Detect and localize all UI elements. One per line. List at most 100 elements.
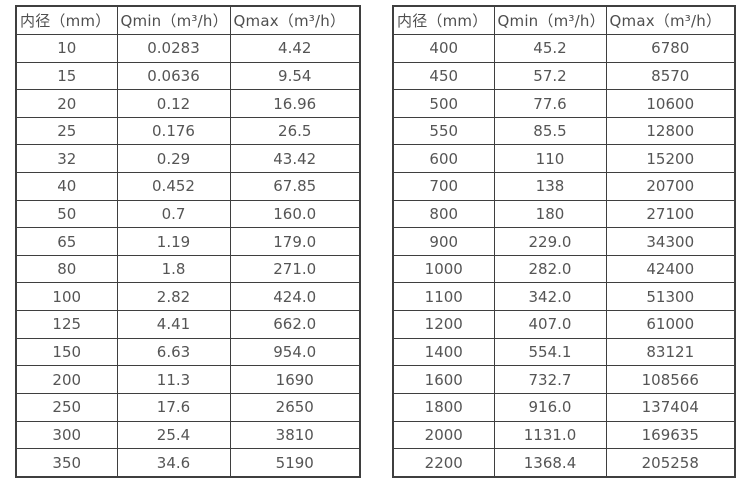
table-cell: 1400 xyxy=(392,337,495,367)
table-row: 25 0.176 26.5 xyxy=(15,116,361,146)
table-cell: 15200 xyxy=(605,144,736,174)
table-row: 40 0.452 67.85 xyxy=(15,172,361,201)
table-cell: 954.0 xyxy=(229,337,361,367)
table-cell: 17.6 xyxy=(116,392,231,422)
table-cell: 407.0 xyxy=(493,310,607,339)
table-cell: 250 xyxy=(15,392,118,422)
table-cell: 43.42 xyxy=(229,144,361,174)
table-cell: 100 xyxy=(15,282,118,312)
table-cell: 20 xyxy=(15,89,118,118)
table-cell: 3810 xyxy=(229,420,361,450)
column-header: Qmin（m³/h） xyxy=(493,5,607,35)
table-cell: 732.7 xyxy=(493,365,607,394)
table-cell: 4.42 xyxy=(229,34,361,63)
table-row: 1400 554.1 83121 xyxy=(392,337,736,367)
table-cell: 67.85 xyxy=(229,172,361,201)
table-cell: 11.3 xyxy=(116,365,231,394)
table-cell: 1.8 xyxy=(116,254,231,284)
table-cell: 50 xyxy=(15,199,118,229)
table-cell: 45.2 xyxy=(493,34,607,63)
table-cell: 205258 xyxy=(605,448,736,478)
flow-table-small-diameters: 内径（mm） Qmin（m³/h） Qmax（m³/h） 10 0.0283 4.42 1… xyxy=(15,5,361,478)
table-cell: 27100 xyxy=(605,199,736,229)
table-cell: 180 xyxy=(493,199,607,229)
table-cell: 229.0 xyxy=(493,227,607,256)
table-cell: 85.5 xyxy=(493,116,607,146)
table-cell: 200 xyxy=(15,365,118,394)
column-header: 内径（mm） xyxy=(15,5,118,35)
table-cell: 61000 xyxy=(605,310,736,339)
column-header: Qmin（m³/h） xyxy=(116,5,231,35)
table-cell: 1131.0 xyxy=(493,420,607,450)
table-cell: 179.0 xyxy=(229,227,361,256)
table-cell: 1100 xyxy=(392,282,495,312)
table-cell: 34.6 xyxy=(116,448,231,478)
table-cell: 9.54 xyxy=(229,61,361,91)
table-cell: 500 xyxy=(392,89,495,118)
table-cell: 10600 xyxy=(605,89,736,118)
table-cell: 1368.4 xyxy=(493,448,607,478)
table-cell: 77.6 xyxy=(493,89,607,118)
table-row: 1200 407.0 61000 xyxy=(392,310,736,339)
table-cell: 25.4 xyxy=(116,420,231,450)
table-row: 1600 732.7 108566 xyxy=(392,365,736,394)
table-cell: 1690 xyxy=(229,365,361,394)
table-row: 80 1.8 271.0 xyxy=(15,254,361,284)
table-row: 500 77.6 10600 xyxy=(392,89,736,118)
table-row: 20 0.12 16.96 xyxy=(15,89,361,118)
table-cell: 1800 xyxy=(392,392,495,422)
column-header: Qmax（m³/h） xyxy=(229,5,361,35)
table-row: 550 85.5 12800 xyxy=(392,116,736,146)
table-cell: 342.0 xyxy=(493,282,607,312)
table-row: 150 6.63 954.0 xyxy=(15,337,361,367)
table-cell: 662.0 xyxy=(229,310,361,339)
table-cell: 700 xyxy=(392,172,495,201)
table-cell: 108566 xyxy=(605,365,736,394)
table-row: 800 180 27100 xyxy=(392,199,736,229)
table-cell: 1.19 xyxy=(116,227,231,256)
table-cell: 125 xyxy=(15,310,118,339)
table-cell: 5190 xyxy=(229,448,361,478)
table-cell: 554.1 xyxy=(493,337,607,367)
table-row: 15 0.0636 9.54 xyxy=(15,61,361,91)
table-cell: 0.0636 xyxy=(116,61,231,91)
table-cell: 450 xyxy=(392,61,495,91)
table-cell: 300 xyxy=(15,420,118,450)
table-row: 1800 916.0 137404 xyxy=(392,392,736,422)
table-cell: 550 xyxy=(392,116,495,146)
table-cell: 8570 xyxy=(605,61,736,91)
column-header: 内径（mm） xyxy=(392,5,495,35)
table-row: 50 0.7 160.0 xyxy=(15,199,361,229)
table-cell: 110 xyxy=(493,144,607,174)
table-row: 400 45.2 6780 xyxy=(392,34,736,63)
table-cell: 20700 xyxy=(605,172,736,201)
table-row: 2200 1368.4 205258 xyxy=(392,448,736,478)
table-row: 250 17.6 2650 xyxy=(15,392,361,422)
table-row: 450 57.2 8570 xyxy=(392,61,736,91)
table-row: 100 2.82 424.0 xyxy=(15,282,361,312)
table-cell: 51300 xyxy=(605,282,736,312)
table-cell: 0.0283 xyxy=(116,34,231,63)
table-cell: 42400 xyxy=(605,254,736,284)
table-cell: 0.7 xyxy=(116,199,231,229)
table-row: 350 34.6 5190 xyxy=(15,448,361,478)
table-cell: 400 xyxy=(392,34,495,63)
table-cell: 600 xyxy=(392,144,495,174)
table-cell: 15 xyxy=(15,61,118,91)
table-cell: 0.29 xyxy=(116,144,231,174)
table-row: 2000 1131.0 169635 xyxy=(392,420,736,450)
table-row: 700 138 20700 xyxy=(392,172,736,201)
table-row: 32 0.29 43.42 xyxy=(15,144,361,174)
table-cell: 65 xyxy=(15,227,118,256)
table-cell: 4.41 xyxy=(116,310,231,339)
table-row: 10 0.0283 4.42 xyxy=(15,34,361,63)
table-cell: 2200 xyxy=(392,448,495,478)
table-cell: 12800 xyxy=(605,116,736,146)
table-cell: 25 xyxy=(15,116,118,146)
table-cell: 1200 xyxy=(392,310,495,339)
table-cell: 83121 xyxy=(605,337,736,367)
table-cell: 271.0 xyxy=(229,254,361,284)
table-cell: 1600 xyxy=(392,365,495,394)
table-cell: 169635 xyxy=(605,420,736,450)
